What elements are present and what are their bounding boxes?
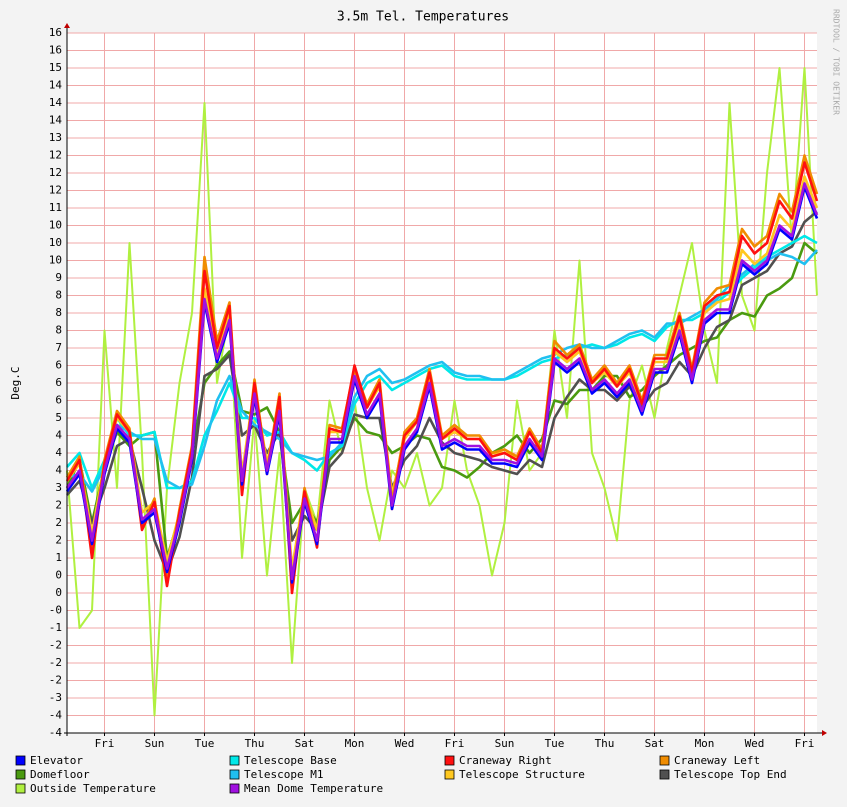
y-tick-label: 4	[55, 446, 62, 459]
y-tick-label: -0	[49, 604, 62, 617]
x-tick-label: Sat	[295, 737, 315, 750]
x-tick-label: Wed	[745, 737, 765, 750]
y-tick-label: 5	[55, 411, 62, 424]
y-tick-label: -4	[49, 726, 63, 739]
legend-swatch	[15, 783, 26, 794]
y-tick-label: 14	[49, 114, 63, 127]
y-tick-label: 8	[55, 306, 62, 319]
y-tick-label: 2	[55, 499, 62, 512]
x-tick-label: Tue	[545, 737, 565, 750]
legend-label: Telescope Top End	[674, 768, 787, 781]
y-axis-label: Deg.C	[9, 366, 22, 399]
y-tick-label: 8	[55, 324, 62, 337]
y-tick-label: 8	[55, 289, 62, 302]
y-tick-label: 6	[55, 376, 62, 389]
x-tick-label: Sun	[145, 737, 165, 750]
y-tick-label: 3	[55, 481, 62, 494]
y-tick-label: 1	[55, 551, 62, 564]
legend-label: Elevator	[30, 754, 83, 767]
chart-title: 3.5m Tel. Temperatures	[337, 10, 509, 25]
x-tick-label: Fri	[795, 737, 815, 750]
legend-swatch	[659, 769, 670, 780]
y-tick-label: 9	[55, 271, 62, 284]
y-tick-label: 13	[49, 131, 62, 144]
legend-label: Outside Temperature	[30, 782, 156, 795]
y-tick-label: -2	[49, 639, 62, 652]
legend-swatch	[229, 783, 240, 794]
y-tick-label: -2	[49, 656, 62, 669]
legend-label: Domefloor	[30, 768, 90, 781]
y-tick-label: -1	[49, 621, 62, 634]
y-tick-label: 12	[49, 149, 62, 162]
legend-swatch	[444, 755, 455, 766]
x-tick-label: Fri	[95, 737, 115, 750]
x-tick-label: Mon	[695, 737, 715, 750]
y-tick-label: -2	[49, 674, 62, 687]
series-line	[65, 182, 819, 581]
y-tick-label: 10	[49, 219, 62, 232]
y-tick-label: 6	[55, 359, 62, 372]
x-tick-label: Sun	[495, 737, 515, 750]
y-tick-label: 0	[55, 569, 62, 582]
x-tick-label: Thu	[245, 737, 265, 750]
y-tick-label: 4	[55, 429, 62, 442]
y-axis-arrow	[64, 23, 70, 28]
x-tick-label: Fri	[445, 737, 465, 750]
legend-swatch	[15, 755, 26, 766]
y-tick-label: 14	[49, 96, 63, 109]
y-tick-label: 0	[55, 586, 62, 599]
legend-label: Mean Dome Temperature	[244, 782, 383, 795]
x-tick-label: Tue	[195, 737, 215, 750]
legend-swatch	[229, 755, 240, 766]
y-tick-label: -3	[49, 691, 62, 704]
y-tick-label: 16	[49, 44, 62, 57]
y-tick-label: -4	[49, 709, 63, 722]
legend-label: Craneway Right	[459, 754, 552, 767]
watermark: RRDTOOL / TOBI OETIKER	[832, 9, 841, 115]
legend-label: Craneway Left	[674, 754, 760, 767]
legend-label: Telescope Base	[244, 754, 337, 767]
y-tick-label: 7	[55, 341, 62, 354]
x-tick-label: Sat	[645, 737, 665, 750]
y-tick-label: 11	[49, 201, 62, 214]
y-tick-label: 12	[49, 166, 62, 179]
y-tick-label: 14	[49, 79, 63, 92]
y-tick-label: 2	[55, 534, 62, 547]
y-tick-label: 12	[49, 184, 62, 197]
y-tick-label: 10	[49, 236, 62, 249]
x-tick-label: Mon	[345, 737, 365, 750]
y-tick-label: 16	[49, 26, 62, 39]
legend-swatch	[444, 769, 455, 780]
x-tick-label: Wed	[395, 737, 415, 750]
y-tick-label: 10	[49, 254, 62, 267]
legend-swatch	[15, 769, 26, 780]
x-axis-arrow	[822, 730, 827, 736]
legend-swatch	[229, 769, 240, 780]
legend-label: Telescope Structure	[459, 768, 585, 781]
legend-label: Telescope M1	[244, 768, 323, 781]
y-tick-label: 6	[55, 394, 62, 407]
series-line	[66, 67, 818, 717]
legend-swatch	[659, 755, 670, 766]
y-tick-label: 2	[55, 516, 62, 529]
x-tick-label: Thu	[595, 737, 615, 750]
series-line	[66, 249, 818, 493]
y-tick-label: 15	[49, 61, 62, 74]
y-tick-label: 4	[55, 464, 62, 477]
